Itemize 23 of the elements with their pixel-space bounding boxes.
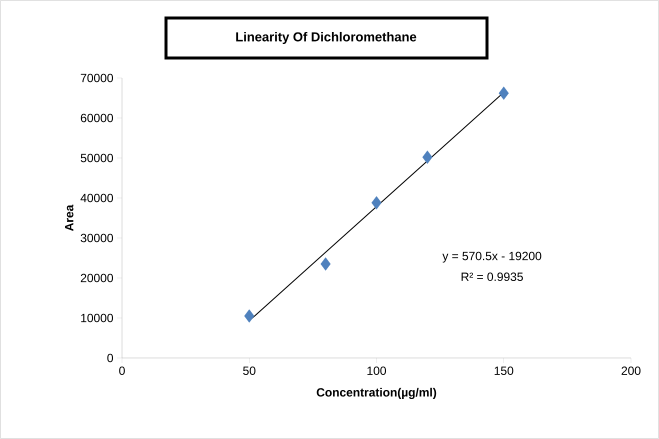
x-tick-label: 100 [367,366,386,375]
x-axis-title: Concentration(µg/ml) [316,388,436,400]
chart-title: Linearity Of Dichloromethane [236,32,416,44]
y-tick-label: 50000 [80,154,114,162]
x-tick-label: 0 [119,366,125,375]
y-tick-label: 60000 [80,114,114,122]
point [422,150,432,164]
point [320,257,331,271]
y-tick-label: 30000 [80,234,114,242]
y-tick-label: 20000 [80,274,114,282]
x-tick-label: 50 [243,366,256,375]
x-tick-label: 150 [494,366,514,375]
x-tick-label: 200 [622,366,641,375]
annotation: y = 570.5x - 19200 [442,252,542,263]
y-tick-label: 0 [107,354,114,362]
point [371,196,382,210]
y-tick-label: 40000 [80,194,114,202]
point [498,86,509,100]
point [244,309,254,323]
annotation: R² = 0.9935 [462,272,523,282]
y-tick-label: 10000 [81,314,114,322]
y-axis-title: Area [65,204,74,231]
y-tick-label: 70000 [80,74,114,82]
